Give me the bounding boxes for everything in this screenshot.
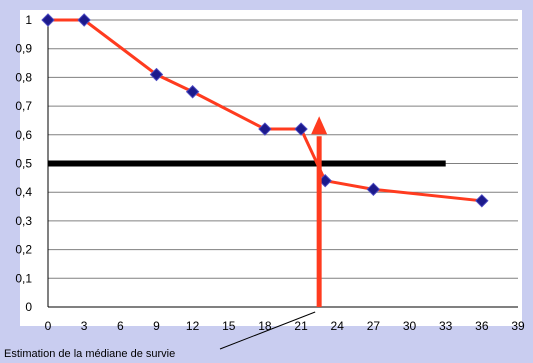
x-tick-label: 33	[439, 319, 453, 333]
data-point	[366, 182, 381, 197]
annotation-group: Estimation de la médiane de survie	[4, 311, 316, 360]
y-tick-labels: 0 0,1 0,2 0,3 0,4 0,5 0,6 0,7 0,8 0,9 1	[15, 13, 32, 314]
y-tick-label: 0,4	[15, 185, 32, 199]
y-tick-label: 1	[25, 13, 32, 27]
y-tick-label: 0,9	[15, 42, 32, 56]
series-group	[41, 13, 489, 208]
plot-area	[20, 10, 522, 326]
x-tick-label: 15	[222, 319, 236, 333]
x-tick-label: 12	[186, 319, 200, 333]
data-point	[185, 85, 200, 99]
y-tick-label: 0	[25, 300, 32, 314]
data-point	[294, 122, 308, 136]
x-tick-label: 0	[45, 319, 52, 333]
y-tick-label: 0,6	[15, 128, 32, 142]
x-tick-label: 36	[475, 319, 489, 333]
median-arrow-group	[311, 116, 328, 307]
x-tick-label: 18	[258, 319, 272, 333]
y-tick-label: 0,3	[15, 214, 32, 228]
x-tick-labels: 0 3 6 9 12 15 18 21 24 27 30 33 36 39	[45, 319, 525, 333]
y-tick-label: 0,1	[15, 271, 32, 285]
y-tick-label: 0,5	[15, 157, 32, 171]
y-tick-label: 0,7	[15, 99, 32, 113]
x-tick-label: 6	[117, 319, 124, 333]
annotation-text: Estimation de la médiane de survie	[4, 348, 175, 360]
x-tick-label: 3	[81, 319, 88, 333]
x-tick-label: 9	[153, 319, 160, 333]
median-arrow-head	[311, 116, 328, 135]
x-tick-label: 39	[511, 319, 525, 333]
x-tick-label: 27	[367, 319, 381, 333]
y-tick-label: 0,8	[15, 70, 32, 84]
data-point	[149, 67, 164, 82]
data-point	[258, 122, 272, 136]
x-tick-label: 21	[294, 319, 308, 333]
data-point	[77, 13, 91, 27]
x-tick-label: 24	[331, 319, 345, 333]
annotation-pointer	[219, 311, 316, 350]
x-tick-label: 30	[403, 319, 417, 333]
y-tick-label: 0,2	[15, 243, 32, 257]
data-point	[41, 13, 55, 27]
data-point	[475, 194, 489, 208]
